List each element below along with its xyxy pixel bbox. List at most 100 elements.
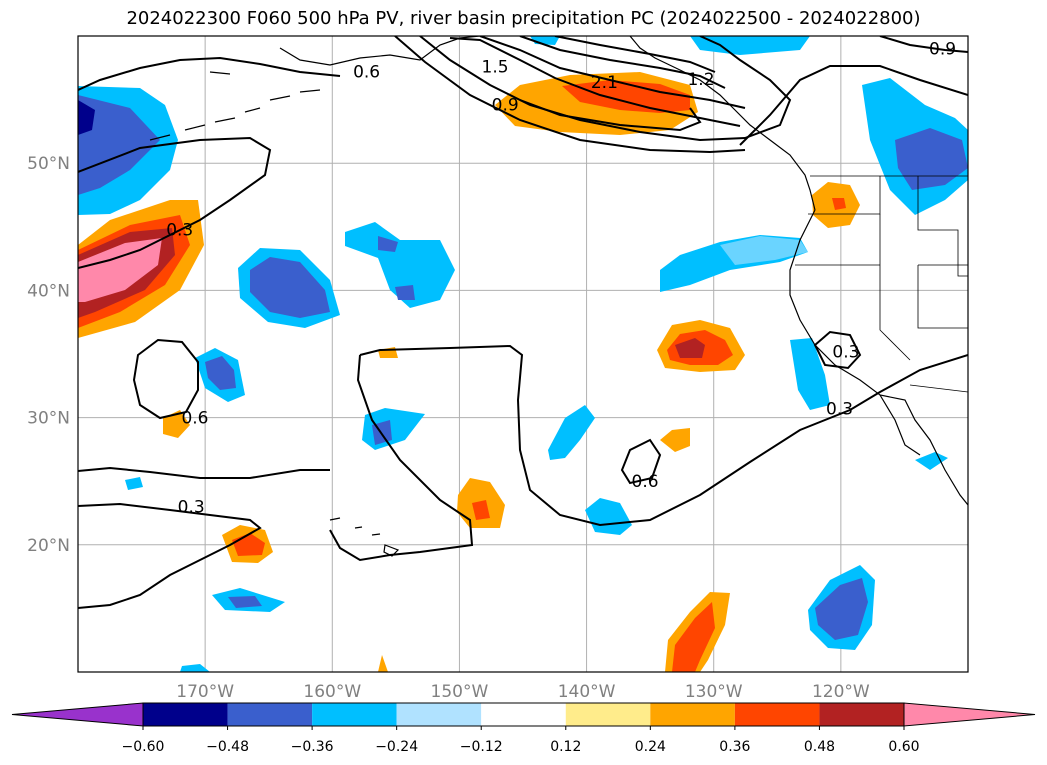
pv-contour-line: [132, 338, 199, 420]
longitude-labels: 170°W 160°W 150°W 140°W 130°W 120°W: [176, 682, 870, 702]
contour-label: 2.1: [591, 73, 618, 93]
positive-anomaly-area: [378, 655, 388, 672]
colorbar-bin: [565, 703, 651, 726]
colorbar-bin: [650, 703, 735, 726]
contour-label: 0.6: [353, 63, 380, 83]
colorbar-bin: [819, 703, 904, 726]
pv-contour-line: [519, 36, 726, 89]
negative-anomaly-area: [78, 100, 95, 135]
negative-anomaly-area: [345, 222, 455, 308]
negative-anomaly-area: [790, 338, 830, 410]
longitude-label: 150°W: [431, 682, 489, 702]
pv-contour-line: [394, 36, 746, 154]
negative-anomaly-area: [228, 596, 262, 608]
colorbar-bin: [143, 703, 228, 726]
alaska-coastline: [209, 36, 481, 75]
latitude-label: 20°N: [27, 536, 70, 556]
pv-contour-line: [78, 502, 262, 609]
colorbar-tick-label: 0.12: [550, 739, 581, 755]
positive-anomaly-area: [163, 410, 190, 438]
contour-labels: 0.3 0.6 0.3 0.6 0.3 0.3 0.9 2.1 1.5 0.6 1.2 0.9: [166, 40, 956, 518]
contour-label: 0.3: [826, 400, 853, 420]
positive-anomaly-area: [672, 602, 715, 672]
colorbar-tick-label: −0.60: [122, 739, 165, 755]
pv-contour-line: [813, 330, 862, 370]
longitude-label: 140°W: [558, 682, 616, 702]
negative-anomaly-area: [895, 128, 968, 190]
contour-label: 0.6: [181, 409, 208, 429]
colorbar-bin: [312, 703, 397, 726]
colorbar: −0.60 −0.48 −0.36 −0.24 −0.12 0.12 0.24 0.36 0.4…: [11, 702, 1036, 755]
border-nv-az: [917, 264, 968, 329]
longitude-label: 120°W: [812, 682, 870, 702]
colorbar-outline: [142, 702, 905, 727]
negative-anomaly-area: [250, 257, 330, 318]
latitude-label: 50°N: [27, 154, 70, 174]
colorbar-tick-label: −0.24: [375, 739, 418, 755]
contour-label: 0.9: [929, 40, 956, 60]
negative-anomaly-area: [548, 405, 595, 460]
negative-anomaly-area: [815, 578, 868, 640]
colorbar-tick-label: 0.60: [888, 739, 919, 755]
pv-contour-line: [739, 65, 968, 146]
pv-contour-line: [78, 466, 330, 479]
pv-contour-line: [78, 56, 341, 91]
colorbar-bin: [481, 703, 566, 726]
pv-contours: [78, 36, 968, 609]
hawaii-islands: [329, 517, 400, 557]
contour-label: 0.9: [492, 96, 519, 116]
negative-anomaly-area: [125, 477, 143, 490]
longitude-label: 130°W: [685, 682, 743, 702]
longitude-label: 160°W: [303, 682, 361, 702]
pv-contour-line: [78, 136, 272, 269]
bc-coastline: [629, 36, 816, 211]
pv-contour-line: [879, 36, 968, 53]
pv-contour-line: [620, 438, 662, 485]
colorbar-bin: [396, 703, 482, 726]
positive-anomaly-area: [660, 428, 690, 452]
latitude-label: 40°N: [27, 281, 70, 301]
colorbar-extend-low: [11, 702, 144, 727]
us-west-coastline: [789, 209, 968, 506]
colorbar-tick-label: −0.48: [206, 739, 249, 755]
latitude-label: 30°N: [27, 409, 70, 429]
contour-label: 0.6: [632, 472, 659, 492]
colorbar-tick-label: 0.24: [635, 739, 666, 755]
border-id-mt: [917, 176, 968, 277]
positive-anomaly-area: [832, 198, 846, 210]
map-frame: [77, 35, 969, 673]
pv-contour-line: [359, 344, 968, 527]
longitude-label: 170°W: [176, 682, 234, 702]
negative-anomaly-area: [915, 452, 948, 470]
contour-label: 0.3: [166, 220, 193, 240]
colorbar-bin: [227, 703, 313, 726]
state-borders: [795, 175, 968, 393]
colorbar-tick-label: −0.12: [460, 739, 503, 755]
contour-label: 0.3: [178, 498, 205, 518]
aleutian-islands: [149, 89, 321, 141]
negative-anomaly-area: [205, 356, 236, 390]
border-mexico: [909, 384, 968, 393]
colorbar-tick-label: 0.36: [719, 739, 750, 755]
colorbar-extend-high: [903, 702, 1036, 727]
negative-anomaly-area: [180, 664, 210, 672]
negative-anomaly-area: [585, 498, 632, 535]
negative-anomaly-area: [720, 236, 808, 265]
negative-anomaly-area: [378, 236, 415, 300]
contour-label: 0.3: [832, 342, 859, 362]
pv-contour-line: [519, 99, 702, 132]
contour-label: 1.2: [687, 70, 714, 90]
colorbar-bin: [734, 703, 820, 726]
colorbar-tick-label: 0.48: [804, 739, 835, 755]
pv-contour-line: [419, 36, 792, 142]
coastlines: [149, 36, 968, 557]
positive-anomaly-area: [472, 500, 490, 520]
border-ca-nv: [879, 214, 911, 361]
baja-coastline: [879, 394, 921, 456]
negative-anomaly-area: [690, 36, 810, 55]
contour-label: 1.5: [482, 58, 509, 78]
pv-contour-line: [329, 354, 474, 562]
positive-anomaly-area: [78, 238, 162, 302]
negative-anomaly-area: [78, 95, 160, 195]
